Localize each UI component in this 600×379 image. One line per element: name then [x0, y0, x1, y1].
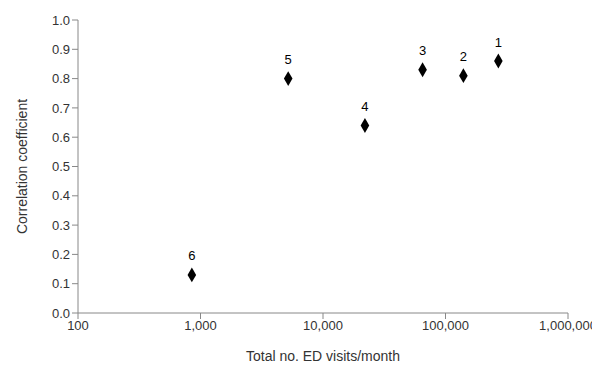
svg-text:6: 6 — [188, 248, 195, 263]
svg-text:1: 1 — [495, 35, 502, 50]
svg-text:0.3: 0.3 — [52, 218, 70, 233]
svg-text:Correlation coefficient: Correlation coefficient — [14, 99, 30, 234]
svg-text:Total no. ED visits/month: Total no. ED visits/month — [246, 348, 400, 364]
svg-text:0.0: 0.0 — [52, 306, 70, 321]
svg-text:5: 5 — [285, 52, 292, 67]
svg-text:0.5: 0.5 — [52, 159, 70, 174]
svg-text:4: 4 — [361, 99, 368, 114]
svg-text:0.1: 0.1 — [52, 276, 70, 291]
svg-text:100,000: 100,000 — [422, 318, 469, 333]
svg-text:0.4: 0.4 — [52, 188, 70, 203]
svg-text:3: 3 — [419, 43, 426, 58]
svg-text:0.2: 0.2 — [52, 247, 70, 262]
svg-text:2: 2 — [460, 49, 467, 64]
svg-text:100: 100 — [67, 318, 89, 333]
svg-text:10,000: 10,000 — [303, 318, 343, 333]
svg-text:0.8: 0.8 — [52, 71, 70, 86]
svg-text:1.0: 1.0 — [52, 13, 70, 28]
svg-text:0.7: 0.7 — [52, 101, 70, 116]
svg-text:0.6: 0.6 — [52, 130, 70, 145]
svg-text:1,000,000: 1,000,000 — [539, 318, 592, 333]
svg-text:0.9: 0.9 — [52, 42, 70, 57]
svg-text:1,000: 1,000 — [184, 318, 217, 333]
